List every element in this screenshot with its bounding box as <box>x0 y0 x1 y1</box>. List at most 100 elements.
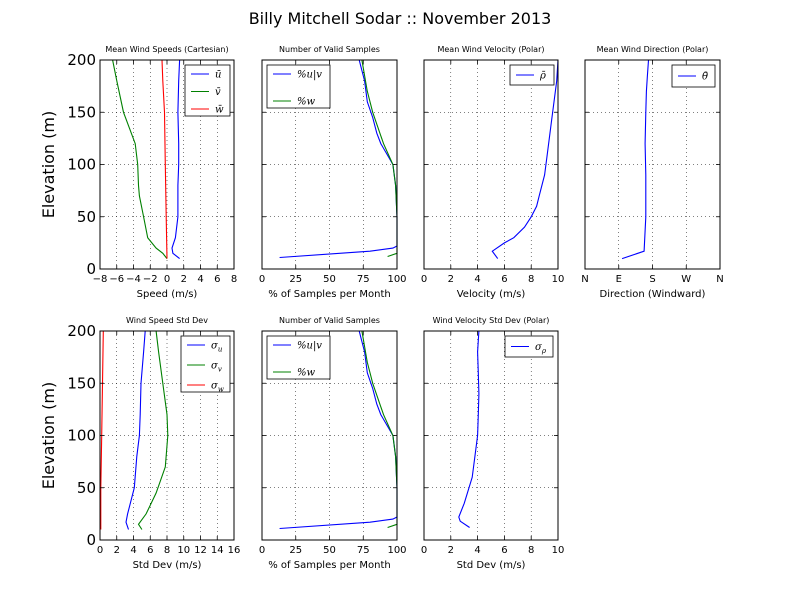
x-tick-label: E <box>616 274 622 285</box>
x-tick-label: 4 <box>197 274 203 285</box>
panel-title: Mean Wind Velocity (Polar) <box>437 45 544 54</box>
panel-3: 0 2 4 6 8 10 Mean Wind Velocity (Polar) Velocit… <box>421 45 565 300</box>
x-tick-label: 14 <box>211 545 224 556</box>
x-tick-label: 25 <box>289 274 302 285</box>
legend-label: %w <box>297 368 316 379</box>
x-tick-label: −8 <box>93 274 108 285</box>
panel-title: Wind Velocity Std Dev (Polar) <box>433 316 550 325</box>
figure-title: Billy Mitchell Sodar :: November 2013 <box>249 9 552 28</box>
y-tick-label: 200 <box>67 51 96 69</box>
panel-title: Wind Speed Std Dev <box>126 316 208 325</box>
series-line-1 <box>491 59 559 259</box>
x-tick-label: 6 <box>147 545 153 556</box>
x-tick-label: 8 <box>231 274 237 285</box>
x-tick-label: 8 <box>528 274 534 285</box>
legend-label: ρ̄ <box>539 71 546 82</box>
series-line-3 <box>161 59 168 259</box>
legend-label: σρ <box>535 342 547 355</box>
x-tick-label: 100 <box>387 274 406 285</box>
x-tick-label: 6 <box>214 274 220 285</box>
panel-2: 0 25 50 75 100 Number of Valid Samples % of Sa… <box>259 45 407 300</box>
x-tick-label: 0 <box>421 274 427 285</box>
legend-label: θ̄ <box>702 72 708 83</box>
x-tick-label: 4 <box>474 274 480 285</box>
legend: θ̄ <box>671 64 716 88</box>
y-axis-label: Elevation (m) <box>39 382 58 489</box>
y-tick-label: 0 <box>86 531 96 549</box>
y-tick-label: 150 <box>67 103 96 121</box>
legend-label: v̄ <box>215 87 221 98</box>
x-axis-label: % of Samples per Month <box>268 289 391 300</box>
x-tick-label: 0 <box>421 545 427 556</box>
x-tick-label: 2 <box>448 274 454 285</box>
series-line-3 <box>100 330 104 530</box>
x-tick-label: 0 <box>259 545 265 556</box>
panel-title: Number of Valid Samples <box>279 316 380 325</box>
legend-label: σv <box>211 361 222 374</box>
panel-title: Mean Wind Speeds (Cartesian) <box>105 45 228 54</box>
legend-label: ū <box>215 70 221 81</box>
x-tick-label: −4 <box>126 274 141 285</box>
y-tick-label: 50 <box>77 208 96 226</box>
series-line-2 <box>112 59 168 259</box>
legend-label: σu <box>211 341 223 354</box>
x-axis-label: Velocity (m/s) <box>457 289 526 300</box>
series-line-2 <box>361 330 398 529</box>
x-tick-label: 10 <box>552 274 565 285</box>
legend: ū v̄ w̄ <box>184 64 231 117</box>
x-tick-label: −6 <box>109 274 124 285</box>
legend: ρ̄ <box>509 64 555 86</box>
legend: %u|v %w <box>266 64 331 109</box>
y-tick-label: 100 <box>67 156 96 174</box>
x-tick-label: 6 <box>501 274 507 285</box>
y-axis-label: Elevation (m) <box>39 111 58 218</box>
series-line-1 <box>621 59 650 260</box>
x-tick-label: 6 <box>501 545 507 556</box>
panel-4: N E S W N Mean Wind Direction (Polar) Directio… <box>581 45 723 300</box>
x-axis-label: % of Samples per Month <box>268 560 391 571</box>
x-tick-label: 10 <box>177 545 190 556</box>
x-tick-label: 25 <box>289 545 302 556</box>
legend-frame <box>180 335 231 393</box>
series-line-1 <box>171 59 181 260</box>
x-tick-label: 12 <box>194 545 207 556</box>
series-line-2 <box>361 59 398 258</box>
x-tick-label: 75 <box>357 545 370 556</box>
series-line-1 <box>458 330 480 528</box>
series-line-1 <box>279 330 398 530</box>
x-tick-label: 100 <box>387 545 406 556</box>
x-tick-label: 4 <box>474 545 480 556</box>
y-tick-label: 50 <box>77 479 96 497</box>
panel-title: Number of Valid Samples <box>279 45 380 54</box>
series-line-1 <box>125 330 146 530</box>
x-axis-label: Speed (m/s) <box>137 289 198 300</box>
x-tick-label: 2 <box>448 545 454 556</box>
x-tick-label: 50 <box>323 274 336 285</box>
legend-label: %u|v <box>297 70 322 81</box>
series-line-2 <box>137 330 169 530</box>
x-tick-label: N <box>716 274 723 285</box>
x-tick-label: 4 <box>130 545 136 556</box>
x-tick-label: 2 <box>181 274 187 285</box>
x-tick-label: −2 <box>143 274 158 285</box>
y-tick-label: 200 <box>67 322 96 340</box>
x-tick-label: 8 <box>528 545 534 556</box>
x-tick-label: W <box>681 274 691 285</box>
x-tick-label: 2 <box>114 545 120 556</box>
legend: σu σv σw <box>180 335 231 394</box>
panel-7: 0 2 4 6 8 10 Wind Velocity Std Dev (Polar) Std … <box>421 316 565 571</box>
x-tick-label: S <box>649 274 655 285</box>
legend-label: %u|v <box>297 341 322 352</box>
legend: σρ <box>504 335 554 358</box>
legend: %u|v %w <box>266 335 331 380</box>
legend-label: σw <box>211 381 224 394</box>
x-tick-label: 50 <box>323 545 336 556</box>
y-tick-label: 0 <box>86 260 96 278</box>
x-tick-label: 0 <box>164 274 170 285</box>
x-tick-label: N <box>581 274 588 285</box>
x-tick-label: 8 <box>164 545 170 556</box>
x-axis-label: Std Dev (m/s) <box>457 560 526 571</box>
x-tick-label: 75 <box>357 274 370 285</box>
x-tick-label: 16 <box>228 545 241 556</box>
